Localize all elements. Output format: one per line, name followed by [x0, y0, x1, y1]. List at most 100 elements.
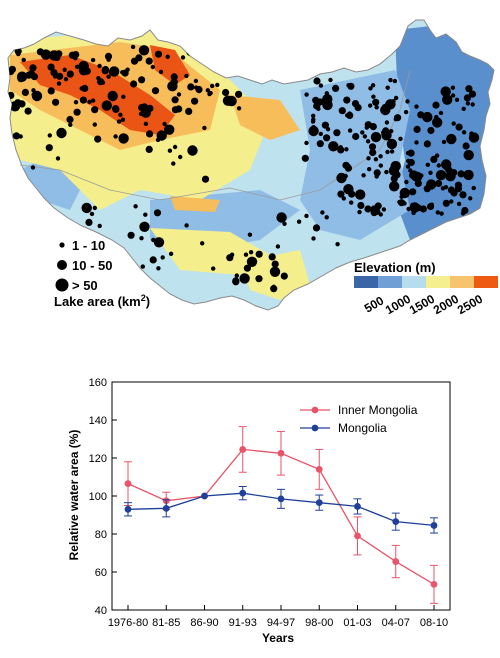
lake-marker	[414, 104, 419, 109]
lake-marker	[146, 130, 154, 138]
lake-marker	[465, 85, 473, 93]
lake-marker	[393, 95, 399, 101]
lake-marker	[170, 78, 178, 86]
lake-size-legend: 1 - 10 10 - 50 > 50 Lake area (km2)	[54, 238, 150, 309]
lake-marker	[385, 149, 390, 155]
lake-marker	[47, 133, 52, 138]
lake-marker	[386, 138, 398, 150]
lake-marker	[118, 112, 123, 118]
lake-marker	[454, 185, 463, 193]
lake-marker	[355, 189, 366, 200]
lake-marker	[125, 67, 130, 72]
lake-marker	[73, 100, 79, 105]
x-tick-label: 81-85	[152, 617, 180, 629]
data-point	[277, 449, 285, 457]
lake-marker	[275, 244, 281, 249]
lake-marker	[160, 255, 165, 260]
lake-marker	[100, 80, 106, 85]
lake-marker	[94, 135, 102, 143]
lake-marker	[79, 96, 87, 104]
lake-marker	[413, 125, 421, 133]
data-point	[392, 558, 400, 565]
data-point	[392, 518, 400, 526]
lake-marker	[222, 95, 234, 106]
lake-markers	[8, 44, 480, 293]
lake-marker	[333, 129, 341, 137]
lake-marker	[390, 175, 398, 183]
water-area-line-chart: 40 60 80 100 120 140 160 1976-80 81-85 86-90 91-93…	[67, 377, 451, 645]
lake-marker	[352, 132, 360, 141]
lake-marker	[414, 204, 422, 212]
lake-marker	[367, 167, 372, 172]
legend-label: Inner Mongolia	[338, 403, 418, 417]
lake-marker	[243, 252, 249, 257]
lake-marker	[360, 130, 365, 135]
lake-marker	[21, 88, 29, 96]
x-tick-label: 86-90	[190, 617, 218, 629]
lake-marker	[372, 98, 380, 106]
lake-marker	[143, 212, 148, 217]
lake-marker	[366, 156, 371, 161]
lake-marker	[321, 121, 329, 129]
lake-marker	[337, 146, 345, 154]
lake-marker	[162, 121, 167, 127]
lake-marker	[463, 169, 474, 181]
lake-marker	[380, 104, 391, 116]
lake-distribution-map: 1 - 10 10 - 50 > 50 Lake area (km2) Elev…	[7, 19, 498, 318]
lake-marker	[328, 141, 339, 152]
lake-marker	[154, 50, 163, 58]
lake-marker	[17, 75, 25, 83]
data-point	[201, 492, 208, 500]
data-point	[315, 466, 323, 473]
lake-marker	[234, 273, 239, 278]
lake-marker	[29, 64, 37, 72]
lake-marker	[385, 106, 390, 111]
lake-marker	[187, 83, 195, 91]
lake-marker	[139, 236, 144, 241]
lake-marker	[311, 113, 316, 119]
lake-marker	[45, 144, 53, 152]
lake-marker	[346, 83, 351, 88]
lake-marker	[450, 85, 456, 90]
lake-marker	[18, 100, 26, 108]
lake-marker	[468, 132, 480, 143]
lake-marker	[389, 181, 400, 192]
lake-marker	[130, 80, 138, 88]
lake-marker	[47, 87, 55, 95]
lake-marker	[158, 69, 164, 75]
lake-marker	[445, 171, 456, 182]
lake-marker	[432, 101, 440, 109]
lake-marker	[368, 103, 373, 108]
lake-marker	[109, 66, 120, 77]
x-tick-label: 98-00	[305, 617, 333, 629]
lake-marker	[167, 148, 173, 153]
lake-marker	[138, 104, 146, 112]
lake-marker	[344, 164, 352, 172]
lake-marker	[426, 179, 437, 190]
lake-marker	[435, 169, 447, 181]
lake-marker	[435, 210, 440, 215]
lake-marker	[463, 149, 474, 161]
x-tick-label: 94-97	[267, 617, 295, 629]
legend-size-label-1: 1 - 10	[72, 238, 105, 253]
lake-marker	[343, 184, 354, 195]
lake-marker	[430, 155, 438, 163]
lake-marker	[365, 139, 371, 144]
lake-marker	[311, 236, 316, 241]
lake-marker	[138, 45, 150, 56]
lake-marker	[324, 215, 329, 220]
elevation-tick-label: 2500	[455, 292, 485, 318]
lake-marker	[187, 145, 198, 156]
data-point	[239, 446, 247, 453]
lake-marker	[193, 78, 199, 84]
lake-marker	[170, 73, 178, 81]
lake-marker	[328, 77, 333, 83]
x-tick-label: 04-07	[382, 617, 410, 629]
lake-marker	[318, 83, 324, 88]
lake-marker	[143, 121, 149, 127]
lake-marker	[16, 51, 21, 57]
lake-marker	[434, 114, 439, 120]
legend-marker	[311, 406, 319, 414]
lake-marker	[85, 218, 93, 226]
lake-marker	[90, 98, 96, 103]
